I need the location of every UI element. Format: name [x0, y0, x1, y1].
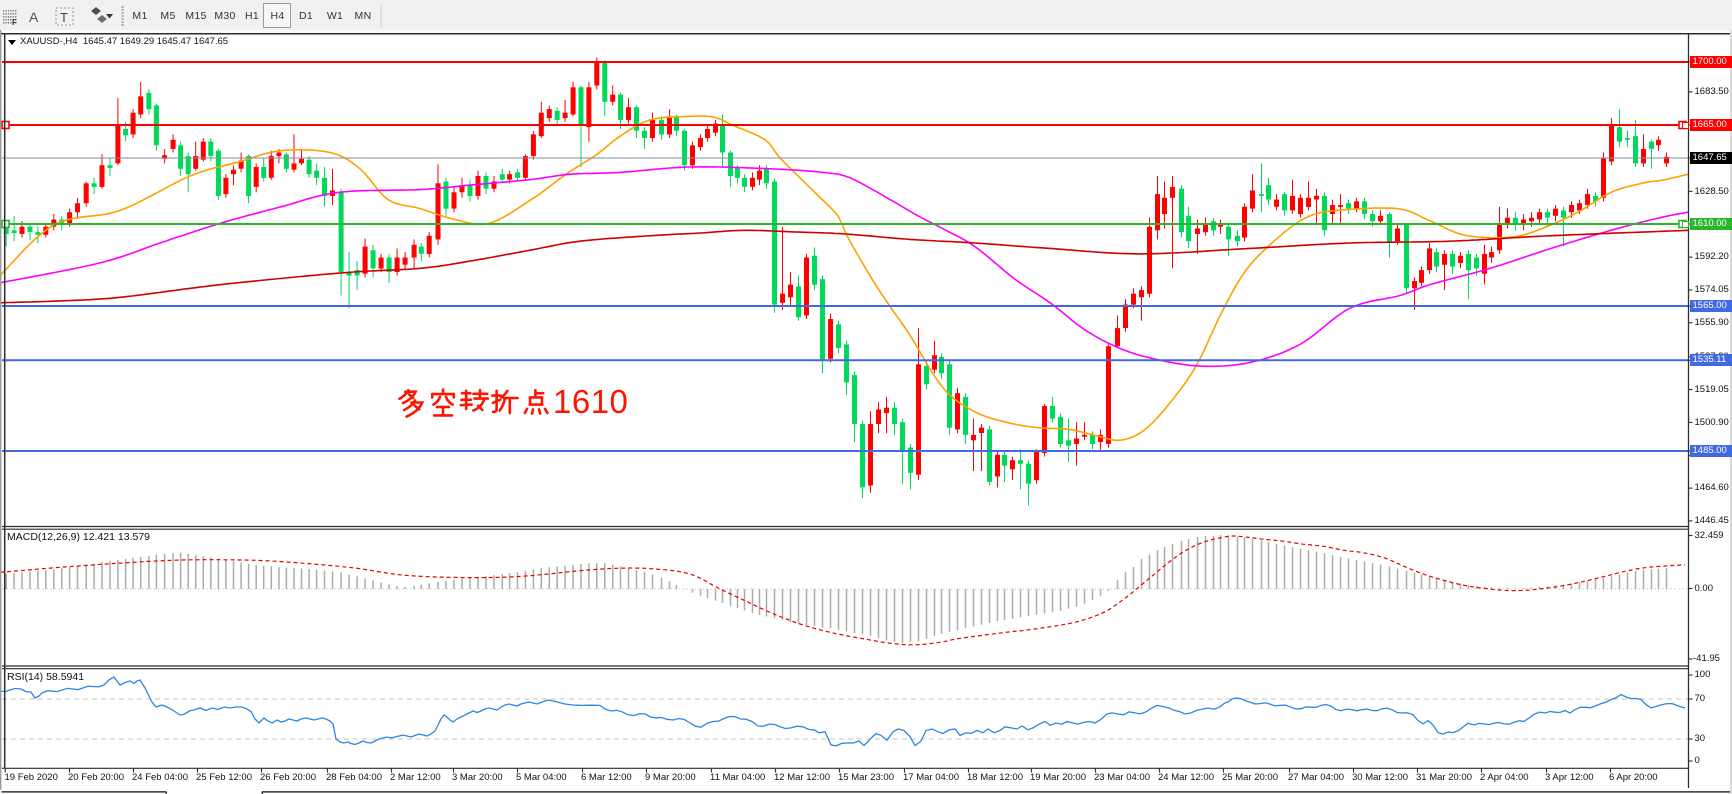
svg-text:A: A	[29, 9, 39, 25]
svg-text:T: T	[60, 10, 68, 25]
svg-text:F: F	[12, 18, 17, 27]
